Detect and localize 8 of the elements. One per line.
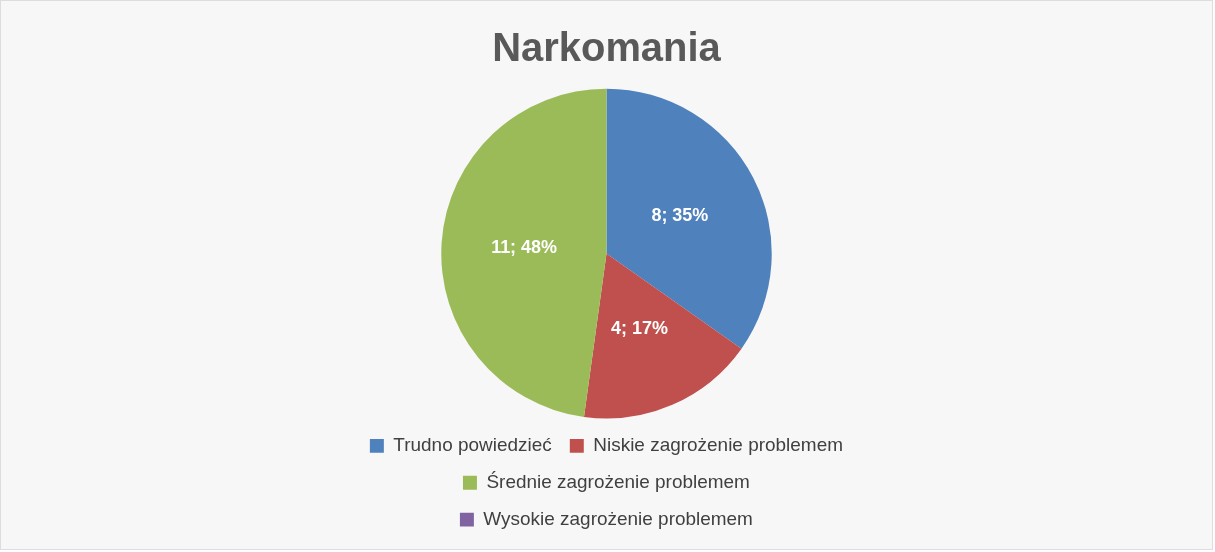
chart-title: Narkomania xyxy=(492,24,722,69)
data-label: 8; 35% xyxy=(651,204,709,225)
data-label: 4; 17% xyxy=(610,318,668,339)
legend-label: Wysokie zagrożenie problemem xyxy=(483,507,753,529)
legend-label: Niskie zagrożenie problemem xyxy=(593,434,843,456)
legend-label: Trudno powiedzieć xyxy=(393,434,552,456)
data-label: 11; 48% xyxy=(491,236,558,257)
legend-label: Średnie zagrożenie problemem xyxy=(486,470,750,492)
